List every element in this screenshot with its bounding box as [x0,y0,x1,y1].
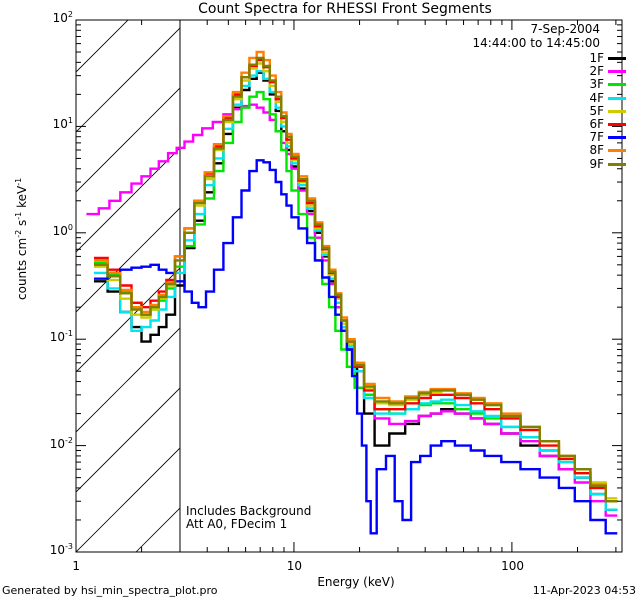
hatch-line [76,27,180,133]
time-range-label: 14:44:00 to 14:45:00 [472,36,600,50]
generated-by-footer: Generated by hsi_min_spectra_plot.pro [2,584,218,597]
legend-swatch [608,83,626,87]
y-label-exp: -1 [14,211,23,220]
x-axis-label: Energy (keV) [317,575,395,589]
series-2F [86,103,618,517]
hatch-line [76,20,129,73]
hatch-line [76,327,180,433]
legend-swatch [608,162,626,166]
y-tick-label: 102 [52,10,73,25]
legend-entry: 6F [566,117,626,131]
hatch-line [76,147,180,253]
legend-entry: 1F [566,51,626,65]
legend-entry: 3F [566,77,626,91]
legend-entry: 9F [566,157,626,171]
y-label-part: keV [15,185,29,212]
legend-entry: 2F [566,64,626,78]
legend-swatch [608,70,626,74]
hatch-line [76,267,180,373]
y-tick-label: 100 [52,222,73,238]
annotation-attenuator: Att A0, FDecim 1 [186,517,288,531]
timestamp-footer: 11-Apr-2023 04:53 [532,584,636,597]
y-tick-label: 10-2 [49,435,73,451]
legend-swatch [608,96,626,100]
legend-label: 9F [589,156,604,171]
x-tick-label: 1 [72,559,81,573]
legend-label: 4F [589,90,604,105]
legend-label: 3F [589,77,604,92]
legend-entry: 8F [566,143,626,157]
legend-swatch [608,57,626,60]
y-tick-label: 10-3 [49,542,73,557]
legend-label: 5F [589,103,604,118]
legend-entry: 5F [566,104,626,118]
series-3F [94,90,618,503]
hatch-line [76,387,180,493]
series-9F [94,56,618,503]
legend-label: 2F [589,64,604,79]
legend-swatch [608,109,626,113]
y-label-part: counts cm [15,237,29,300]
y-tick-label: 10-1 [49,329,73,345]
series-8F [94,50,618,503]
plot-frame [75,19,623,553]
y-label-exp: -1 [14,177,23,186]
x-tick-label: 10 [286,559,303,573]
hatch-line [76,87,180,193]
series-7F [94,159,618,535]
legend-entry: 7F [566,130,626,144]
y-axis-label: counts cm-2 s-1 keV-1 [14,178,29,300]
y-label-part: s [15,219,29,230]
legend-swatch [608,149,626,153]
x-tick-label: 100 [501,559,524,573]
date-label: 7-Sep-2004 [530,22,600,36]
legend-entry: 4F [566,91,626,105]
legend-label: 7F [589,130,604,145]
hatch-line [76,447,180,552]
legend-swatch [608,136,626,140]
legend-swatch [608,123,626,126]
annotation-background: Includes Background [186,504,312,518]
y-label-exp: -2 [14,229,23,238]
legend-label: 8F [589,143,604,158]
legend-label: 1F [589,51,604,65]
legend-label: 6F [589,117,604,131]
y-tick-label: 101 [52,116,73,132]
hatched-background-region [76,20,180,552]
chart-title: Count Spectra for RHESSI Front Segments [198,1,492,17]
